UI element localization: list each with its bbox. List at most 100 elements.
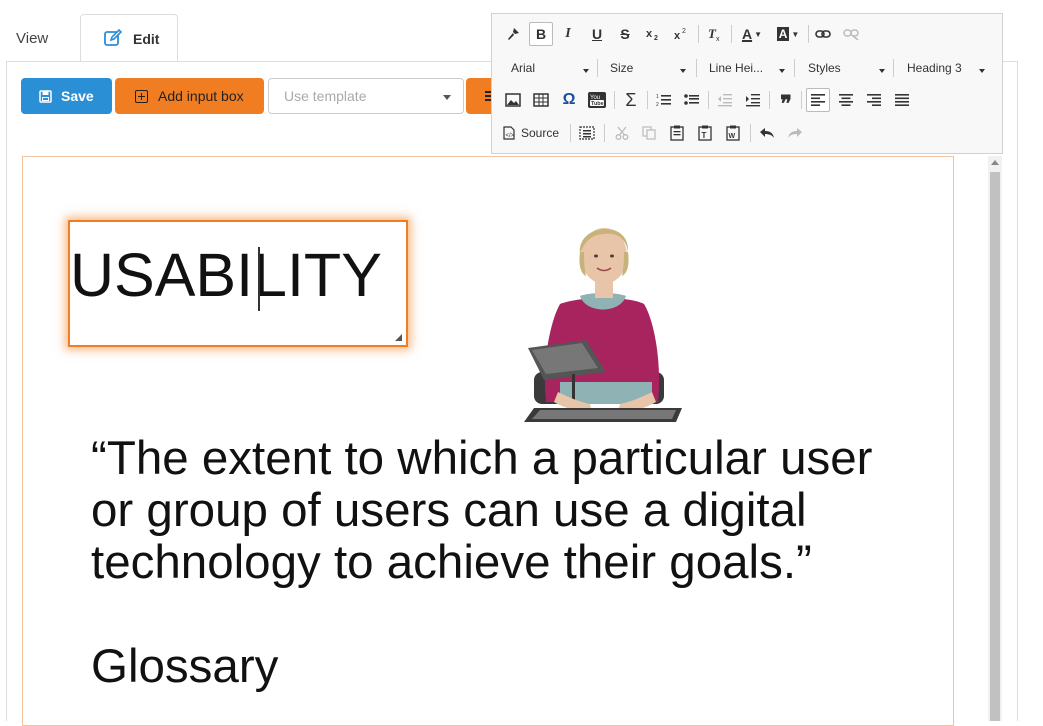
bulleted-list-button[interactable] [680, 88, 704, 112]
indent-button[interactable] [741, 88, 765, 112]
chevron-down-icon [879, 69, 885, 73]
svg-text:T: T [708, 26, 717, 41]
svg-text:W: W [729, 133, 736, 140]
underline-button[interactable]: U [591, 26, 603, 42]
paste-text-button[interactable]: T [693, 121, 717, 145]
styles-select[interactable]: Styles [808, 61, 885, 83]
format-painter-button[interactable] [501, 22, 525, 46]
background-color-button[interactable]: A ▼ [773, 22, 803, 46]
align-left-icon [811, 94, 825, 106]
line-height-value: Line Hei... [709, 61, 764, 75]
table-button[interactable] [529, 88, 553, 112]
paste-from-word-button[interactable]: W [721, 121, 745, 145]
toolbar-separator [696, 59, 697, 77]
redo-icon [788, 128, 802, 138]
outdent-icon [718, 94, 732, 107]
scroll-up-arrow-icon[interactable] [991, 160, 999, 165]
scissors-icon [615, 126, 629, 140]
toolbar-separator [750, 124, 751, 142]
undo-button[interactable] [755, 121, 779, 145]
blockquote-button[interactable]: ❞ [780, 91, 792, 116]
toolbar-separator [769, 91, 770, 109]
source-icon: </> [503, 126, 515, 140]
toolbar-separator [614, 91, 615, 109]
toolbar-separator [570, 124, 571, 142]
unlink-icon [843, 29, 859, 40]
source-button[interactable]: </> Source [502, 121, 566, 145]
resize-handle-icon[interactable] [395, 334, 402, 341]
justify-icon [895, 94, 909, 106]
paste-button[interactable] [665, 121, 689, 145]
tab-edit[interactable]: Edit [80, 14, 178, 62]
tab-view[interactable]: View [16, 30, 49, 47]
toolbar-separator [801, 91, 802, 109]
cut-button[interactable] [610, 121, 634, 145]
copy-icon [642, 126, 656, 140]
indent-icon [746, 94, 760, 107]
font-size-value: Size [610, 61, 634, 75]
align-left-button[interactable] [806, 88, 830, 112]
format-value: Heading 3 [907, 61, 962, 75]
paste-word-icon: W [726, 125, 740, 141]
source-label: Source [521, 126, 560, 140]
toolbar-separator [597, 59, 598, 77]
save-icon [39, 89, 52, 103]
svg-text:Tube: Tube [591, 101, 604, 107]
format-select[interactable]: Heading 3 [907, 61, 985, 83]
strikethrough-button[interactable]: S [620, 26, 630, 42]
scrollbar-thumb[interactable] [990, 172, 1000, 721]
tab-edit-label: Edit [133, 31, 160, 47]
justify-button[interactable] [890, 88, 914, 112]
link-button[interactable] [811, 22, 835, 46]
add-input-box-label: Add input box [158, 88, 244, 104]
youtube-button[interactable]: You Tube [585, 88, 609, 112]
svg-text:x: x [716, 36, 720, 42]
align-right-button[interactable] [862, 88, 886, 112]
text-cursor [258, 247, 260, 311]
bold-button[interactable]: B [529, 22, 553, 46]
user-at-computer-illustration [524, 228, 682, 422]
outdent-button[interactable] [713, 88, 737, 112]
edit-panel [6, 61, 1018, 721]
usability-input-box[interactable]: USABILITY [68, 220, 408, 347]
glossary-text: Glossary [91, 640, 279, 693]
undo-icon [760, 128, 774, 138]
chevron-down-icon [779, 69, 785, 73]
redo-button[interactable] [783, 121, 807, 145]
numbered-list-icon: 12 [656, 94, 671, 107]
font-family-select[interactable]: Arial [511, 61, 589, 83]
italic-button[interactable]: I [565, 26, 571, 41]
save-button[interactable]: Save [21, 78, 112, 114]
font-size-select[interactable]: Size [610, 61, 686, 83]
svg-text:T: T [702, 131, 707, 140]
add-input-box-button[interactable]: Add input box [115, 78, 264, 114]
paste-icon [670, 125, 684, 141]
font-color-button[interactable]: A ▼ [737, 22, 767, 46]
align-center-button[interactable] [834, 88, 858, 112]
toolbar-separator [731, 25, 732, 43]
unlink-button[interactable] [839, 22, 863, 46]
svg-text:2: 2 [656, 102, 659, 107]
copy-button[interactable] [637, 121, 661, 145]
input-box-text: USABILITY [70, 241, 382, 309]
table-icon [533, 93, 549, 107]
background-color-icon: A [776, 27, 790, 41]
special-character-button[interactable]: Ω [562, 91, 576, 108]
image-button[interactable] [501, 88, 525, 112]
line-height-select[interactable]: Line Hei... [709, 61, 785, 83]
svg-text:x: x [646, 28, 653, 40]
math-button[interactable]: Σ [625, 89, 637, 110]
svg-text:You: You [590, 95, 600, 101]
font-color-icon: A [741, 26, 753, 42]
chevron-down-icon [680, 69, 686, 73]
chevron-down-icon [583, 69, 589, 73]
toolbar-separator [698, 25, 699, 43]
template-select[interactable]: Use template [268, 78, 464, 114]
show-blocks-button[interactable] [575, 121, 599, 145]
